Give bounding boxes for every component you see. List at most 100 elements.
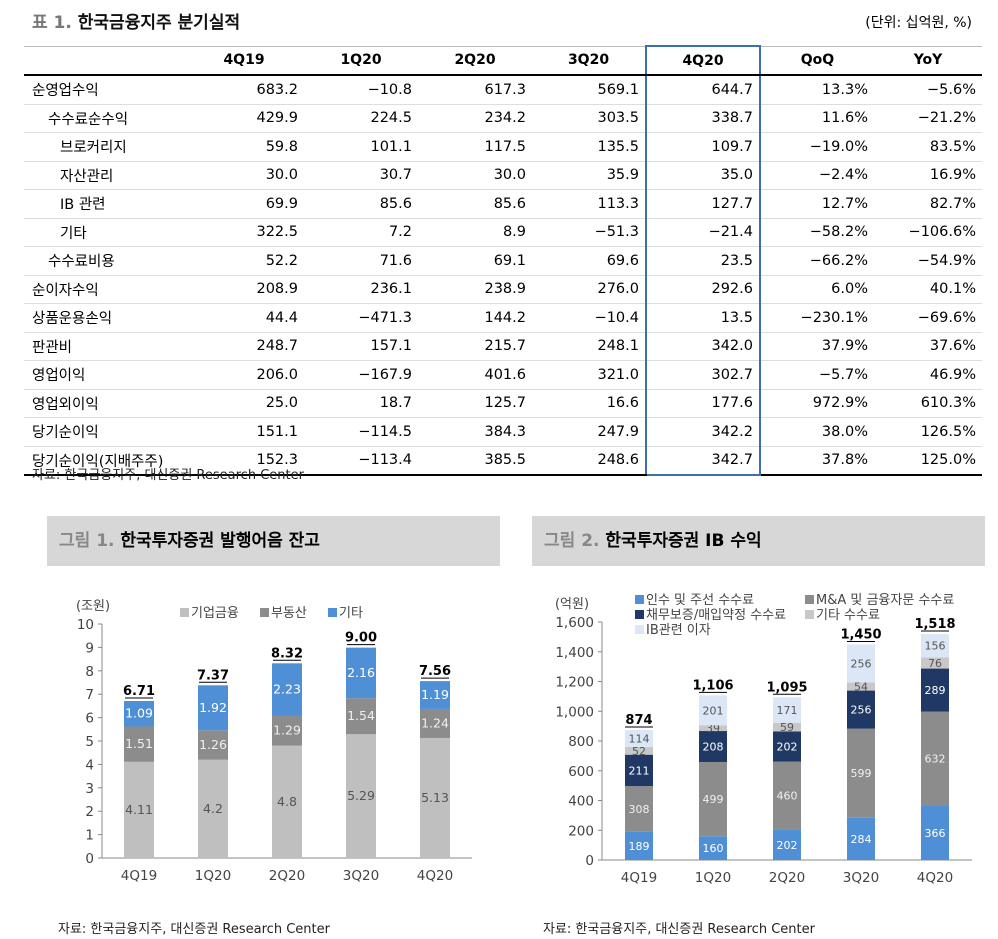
legend-swatch: [180, 608, 189, 617]
legend-label: IB관련 이자: [646, 623, 711, 638]
y-tick-label: 0: [85, 851, 94, 867]
data-label: 632: [925, 753, 946, 766]
bar-segment: [773, 722, 801, 732]
bar-segment: [847, 690, 875, 729]
legend-swatch: [635, 595, 644, 604]
table-cell: 385.5: [418, 446, 532, 476]
row-label: IB 관련: [24, 189, 184, 219]
table-row: 당기순이익(지배주주) 152.3 −113.4 385.5 248.6 342.7 37.…: [24, 446, 982, 476]
table-cell: 224.5: [304, 104, 418, 133]
bar-segment: [847, 817, 875, 860]
table-row: IB 관련 69.9 85.6 85.6 113.3 127.7 12.7% 82.7%: [24, 189, 982, 219]
table-cell: 151.1: [184, 417, 304, 447]
fig1-header: 그림 1. 한국투자증권 발행어음 잔고: [47, 516, 500, 566]
table-cell: 6.0%: [760, 275, 874, 304]
legend-swatch: [260, 608, 269, 617]
data-label: 1.19: [421, 687, 449, 702]
fig1-title-number: 그림 1.: [59, 531, 115, 551]
fig2-title-text: 한국투자증권 IB 수익: [605, 531, 762, 551]
data-label: 308: [629, 803, 650, 816]
table-cell: 152.3: [184, 446, 304, 476]
table-cell: 69.6: [532, 246, 646, 276]
x-tick-label: 3Q20: [343, 868, 379, 884]
table-cell: 12.7%: [760, 189, 874, 219]
table-body: 순영업수익 683.2 −10.8 617.3 569.1 644.7 13.3% −5.6%…: [24, 75, 982, 476]
table-cell: 30.0: [418, 161, 532, 190]
table-row: 자산관리 30.0 30.7 30.0 35.9 35.0 −2.4% 16.9%: [24, 161, 982, 190]
table-cell: 23.5: [645, 246, 761, 276]
y-tick-label: 8: [85, 664, 94, 680]
x-tick-label: 1Q20: [695, 870, 731, 886]
table-cell: −54.9%: [874, 246, 982, 276]
row-label: 영업이익: [24, 360, 184, 390]
legend-label: 기타 수수료: [816, 608, 880, 623]
table-cell: 69.1: [418, 246, 532, 276]
data-label: 499: [703, 793, 724, 806]
data-label: 4.11: [125, 802, 153, 817]
table-row: 상품운용손익 44.4 −471.3 144.2 −10.4 13.5 −230.1% −69…: [24, 303, 982, 333]
x-tick-label: 4Q20: [417, 868, 453, 884]
data-label: 156: [925, 640, 946, 653]
data-label: 2.23: [273, 681, 301, 696]
data-label: 39: [706, 722, 720, 735]
bar-segment: [198, 759, 228, 858]
y-tick-label: 6: [85, 711, 94, 727]
bar-segment: [625, 831, 653, 860]
legend-label: 채무보증/매입약정 수수료: [646, 608, 786, 623]
table-cell: −2.4%: [760, 161, 874, 190]
bar-segment: [420, 708, 450, 738]
table-row: 영업외이익 25.0 18.7 125.7 16.6 177.6 972.9% 610.3%: [24, 389, 982, 418]
data-label: 284: [851, 833, 872, 846]
y-tick-label: 400: [568, 794, 594, 810]
legend-swatch: [805, 610, 814, 619]
y-tick-label: 2: [85, 804, 94, 820]
table-cell: 342.2: [645, 417, 761, 447]
bar-segment: [921, 657, 949, 669]
table-cell: 30.7: [304, 161, 418, 190]
table-cell: −69.6%: [874, 303, 982, 333]
bar-segment: [921, 805, 949, 860]
data-label: 289: [925, 684, 946, 697]
table-header-cell: [24, 45, 184, 76]
table-cell: 215.7: [418, 332, 532, 361]
row-label: 브로커리지: [24, 132, 184, 162]
table-cell: 83.5%: [874, 132, 982, 162]
bar-segment: [124, 726, 154, 762]
bar-segment: [420, 681, 450, 709]
table-cell: 644.7: [645, 75, 761, 105]
data-label: 114: [629, 732, 650, 745]
table-cell: 113.3: [532, 189, 646, 219]
y-tick-label: 1: [85, 828, 94, 844]
table-cell: 206.0: [184, 360, 304, 390]
data-label: 4.2: [203, 801, 223, 816]
table-cell: 35.9: [532, 161, 646, 190]
y-tick-label: 1,200: [555, 675, 594, 691]
total-label: 7.56: [419, 664, 451, 679]
table-title-text: 한국금융지주 분기실적: [77, 13, 241, 33]
table-cell: 569.1: [532, 75, 646, 105]
table-cell: 683.2: [184, 75, 304, 105]
x-tick-label: 3Q20: [843, 870, 879, 886]
fig1-chart: (조원) 0 1 2 3 4 5 6 7 8 9 10 4.11 1.51 1.09 6.71 4Q19 4.2 1…: [76, 599, 472, 884]
bar-segment: [699, 761, 727, 837]
x-tick-label: 4Q19: [621, 870, 657, 886]
legend-label: 인수 및 주선 수수료: [646, 593, 754, 608]
table-cell: 125.7: [418, 389, 532, 418]
bar-segment: [699, 731, 727, 762]
table-cell: −113.4: [304, 446, 418, 476]
table-row: 브로커리지 59.8 101.1 117.5 135.5 109.7 −19.0% 83.5%: [24, 132, 982, 162]
fig1-title-text: 한국투자증권 발행어음 잔고: [120, 531, 320, 551]
table-cell: −66.2%: [760, 246, 874, 276]
table-unit: (단위: 십억원, %): [865, 15, 972, 31]
table-cell: 135.5: [532, 132, 646, 162]
table-cell: 46.9%: [874, 360, 982, 390]
bar-segment: [124, 761, 154, 858]
bar-segment: [625, 746, 653, 755]
table-cell: −5.6%: [874, 75, 982, 105]
total-label: 7.37: [197, 668, 229, 683]
table-row: 순영업수익 683.2 −10.8 617.3 569.1 644.7 13.3% −5.6%: [24, 75, 982, 105]
data-label: 599: [851, 767, 872, 780]
x-tick-label: 2Q20: [769, 870, 805, 886]
legend-swatch: [328, 608, 337, 617]
table-cell: 52.2: [184, 246, 304, 276]
